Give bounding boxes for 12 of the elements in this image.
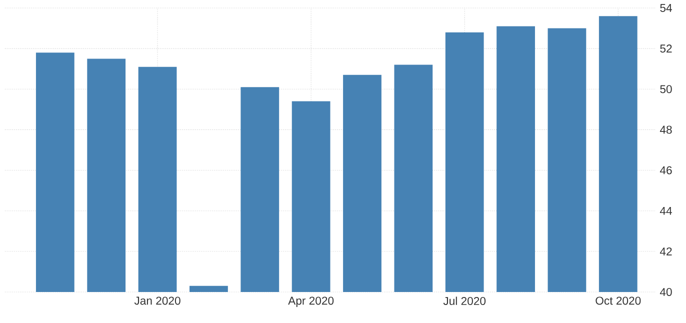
y-tick-label: 40	[660, 288, 672, 296]
y-tick-label: 46	[660, 166, 672, 174]
y-tick-label: 44	[660, 206, 672, 215]
x-tick-label: Oct 2020	[596, 296, 641, 305]
x-tick-label: Jan 2020	[134, 296, 180, 305]
y-tick-label: 50	[660, 85, 672, 94]
y-tick-label: 42	[660, 247, 672, 256]
y-tick-label: 52	[660, 44, 672, 53]
y-tick-label: 54	[660, 4, 672, 12]
y-tick-label: 48	[660, 126, 672, 134]
x-tick-label: Apr 2020	[288, 296, 334, 307]
x-tick-label: Jul 2020	[443, 296, 486, 306]
